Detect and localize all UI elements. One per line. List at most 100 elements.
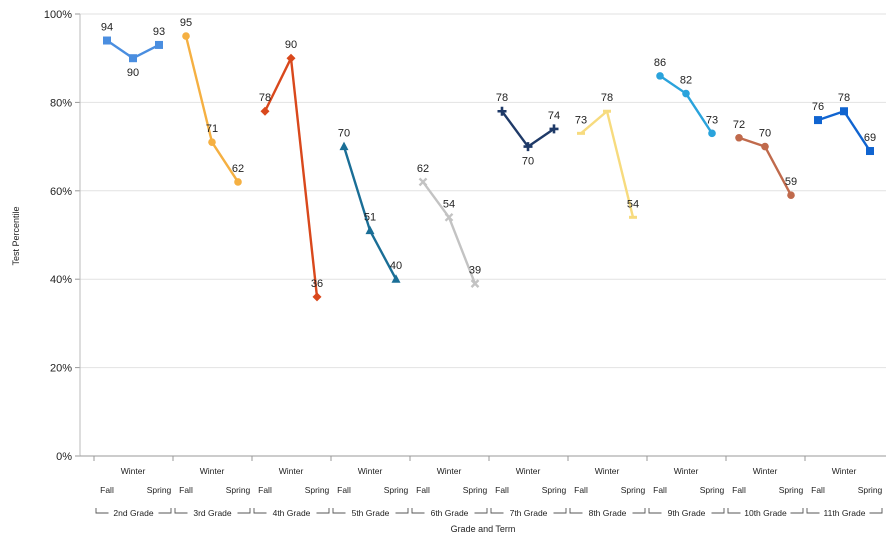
data-point [814,116,822,125]
x-term-label: Fall [100,485,114,495]
x-axis-label: Grade and Term [451,524,516,534]
x-category-label: 6th Grade [431,508,469,518]
series-line [263,57,319,298]
series-group: 94 90 93 95 71 62 78 90 36 70 51 40 62 54 39 78 70 74 73 78… [101,17,876,302]
data-point [523,142,533,152]
series-10: 76 78 69 [812,92,876,156]
category-bracket-left [490,508,504,514]
data-point [260,106,270,116]
category-bracket-right [790,508,804,514]
data-label: 73 [706,114,718,126]
data-label: 82 [680,75,692,87]
x-category-label: 8th Grade [589,508,627,518]
x-category-label: 5th Grade [352,508,390,518]
data-label: 94 [101,22,113,34]
gridlines [80,13,886,369]
data-point [629,215,637,219]
series-line [817,110,872,152]
data-label: 78 [838,92,850,104]
series-line [501,110,555,148]
category-bracket-right [553,508,567,514]
category-bracket-right [395,508,409,514]
x-term-label: Winter [121,466,146,476]
y-tick-label: 60% [50,186,72,198]
y-axis-label: Test Percentile [11,206,21,265]
series-line [422,181,477,285]
x-category-label: 2nd Grade [113,508,153,518]
category-bracket-right [316,508,330,514]
x-category-label: 11th Grade [824,508,866,518]
x-term-label: Fall [495,485,509,495]
x-category-label: 9th Grade [668,508,706,518]
series-3: 78 90 36 [259,39,323,302]
x-category-label: 4th Grade [273,508,311,518]
data-label: 54 [443,198,455,210]
series-1: 94 90 93 [101,22,165,80]
y-tick-label: 40% [50,274,72,286]
data-point [391,274,401,283]
data-point [549,124,559,134]
data-point [182,32,190,40]
category-bracket-right [869,508,883,514]
x-term-label: Winter [358,466,383,476]
x-term-label: Spring [305,485,330,495]
data-label: 86 [654,57,666,69]
data-point [497,106,507,116]
data-label: 54 [627,198,639,210]
category-bracket-left [411,508,425,514]
x-category-label: 7th Grade [510,508,548,518]
category-bracket-left [569,508,583,514]
x-term-label: Fall [179,485,193,495]
x-term-label: Fall [653,485,667,495]
x-term-label: Spring [384,485,409,495]
data-label: 62 [417,163,429,175]
x-term-label: Fall [337,485,351,495]
y-axis-ticks: 0% 20% 40% 60% 80% 100% [44,9,80,463]
data-label: 95 [180,17,192,29]
x-term-label: Spring [700,485,725,495]
data-label: 59 [785,176,797,188]
series-7: 73 78 54 [575,92,639,219]
x-term-label: Fall [258,485,272,495]
data-label: 40 [390,260,402,272]
category-bracket-right [474,508,488,514]
x-category-label: 3rd Grade [193,508,232,518]
data-point [577,131,585,135]
data-point [866,147,874,156]
data-point [735,133,743,142]
data-point [603,109,611,113]
x-term-label: Spring [621,485,646,495]
x-term-label: Spring [226,485,251,495]
x-term-label: Spring [463,485,488,495]
x-term-label: Winter [516,466,541,476]
data-point [444,212,454,222]
data-point [103,36,111,45]
data-label: 71 [206,123,218,135]
category-bracket-left [648,508,662,514]
series-2: 95 71 62 [180,17,244,186]
data-label: 70 [522,156,534,168]
x-term-label: Spring [779,485,804,495]
data-point [129,54,137,63]
x-term-label: Winter [279,466,304,476]
series-line [580,110,635,218]
data-label: 36 [311,278,323,290]
series-4: 70 51 40 [338,128,402,283]
data-point [787,191,795,200]
x-term-label: Spring [858,485,883,495]
category-bracket-right [237,508,251,514]
x-term-label: Winter [437,466,462,476]
data-label: 90 [285,39,297,51]
data-label: 73 [575,114,587,126]
x-term-label: Spring [147,485,172,495]
data-point [840,107,848,116]
data-label: 70 [759,128,771,140]
data-label: 90 [127,67,139,79]
data-label: 78 [259,92,271,104]
x-term-label: Fall [416,485,430,495]
x-term-label: Winter [595,466,620,476]
data-label: 39 [469,265,481,277]
x-term-label: Winter [200,466,225,476]
x-term-label: Fall [732,485,746,495]
